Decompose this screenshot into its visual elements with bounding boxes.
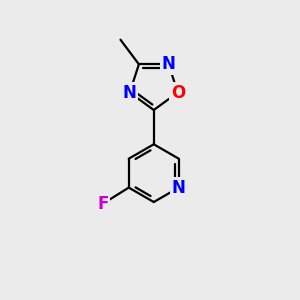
Text: N: N [172,178,186,196]
Text: F: F [97,195,108,213]
Text: N: N [123,83,137,101]
Text: N: N [162,55,176,73]
Text: O: O [171,83,185,101]
